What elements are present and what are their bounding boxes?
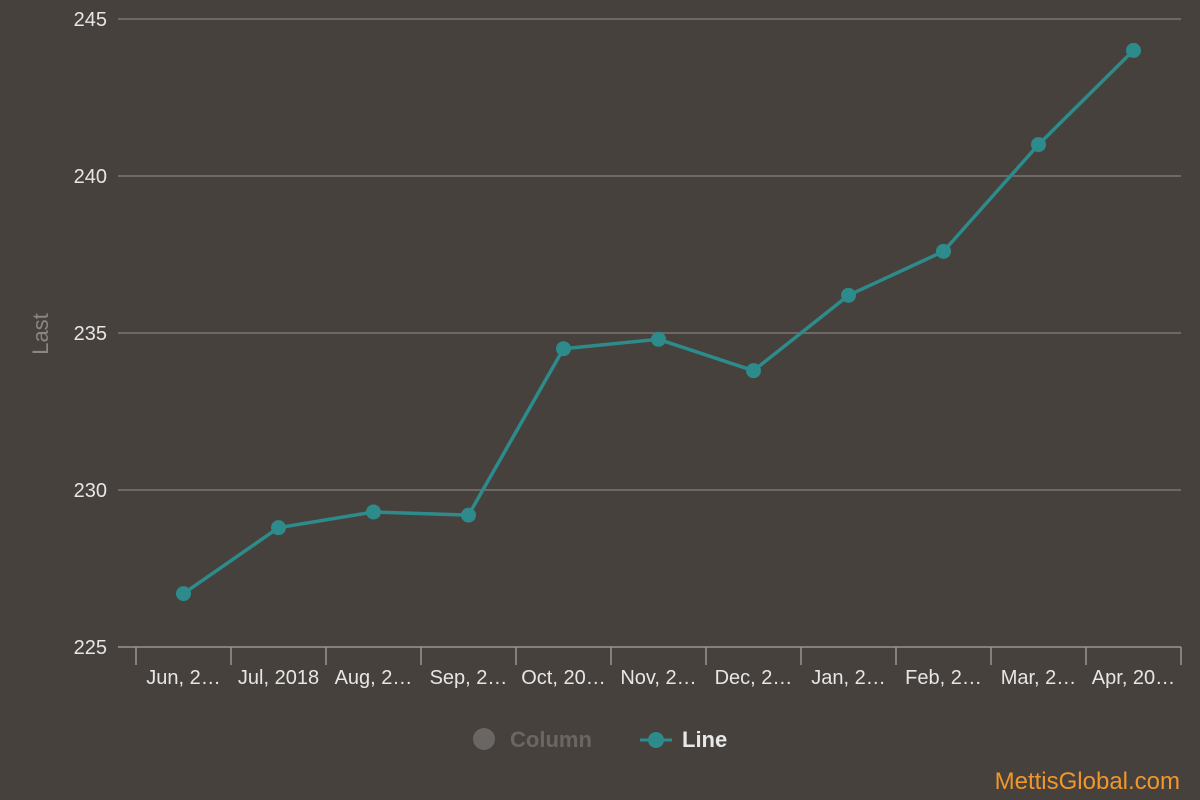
- x-axis: Jun, 2… Jul, 2018 Aug, 2… Sep, 2… Oct, 20… No…: [118, 646, 1182, 689]
- x-tick-label: Apr, 20…: [1092, 667, 1175, 689]
- data-point[interactable]: [841, 287, 856, 303]
- data-point[interactable]: [1126, 42, 1141, 58]
- x-tick-label: Oct, 20…: [521, 667, 605, 689]
- legend-column-label: Column: [510, 727, 592, 752]
- data-point[interactable]: [1031, 137, 1046, 153]
- y-axis-ticks: 225 230 235 240 245: [74, 9, 107, 659]
- credit-link[interactable]: MettisGlobal.com: [995, 768, 1180, 795]
- legend-line-label: Line: [682, 727, 727, 752]
- x-tick-label: Dec, 2…: [715, 667, 793, 689]
- legend-item-column[interactable]: Column: [473, 727, 592, 752]
- x-tick-label: Sep, 2…: [430, 667, 508, 689]
- series-line[interactable]: [176, 42, 1141, 602]
- y-tick-label: 225: [74, 637, 107, 659]
- x-tick-label: Aug, 2…: [335, 667, 413, 689]
- y-tick-label: 245: [74, 9, 107, 31]
- x-tick-label: Jul, 2018: [238, 667, 319, 689]
- series-line-path: [181, 48, 1136, 596]
- x-tick-label: Feb, 2…: [905, 667, 982, 689]
- data-point[interactable]: [651, 331, 666, 347]
- data-point[interactable]: [746, 363, 761, 379]
- data-point[interactable]: [936, 243, 951, 259]
- x-tick-label: Jun, 2…: [146, 667, 220, 689]
- data-point[interactable]: [176, 586, 191, 602]
- legend-line-marker: [648, 732, 664, 748]
- data-point[interactable]: [461, 507, 476, 523]
- grid-lines: [118, 18, 1181, 491]
- x-tick-label: Jan, 2…: [811, 667, 885, 689]
- data-point[interactable]: [271, 520, 286, 536]
- y-axis-label: Last: [28, 313, 53, 355]
- data-point[interactable]: [366, 504, 381, 520]
- y-tick-label: 240: [74, 166, 107, 188]
- legend-item-line[interactable]: Line: [640, 727, 727, 752]
- y-tick-label: 230: [74, 480, 107, 502]
- x-tick-label: Nov, 2…: [620, 667, 696, 689]
- x-tick-label: Mar, 2…: [1001, 667, 1077, 689]
- legend: Column Line: [473, 727, 727, 752]
- legend-column-marker: [473, 728, 495, 750]
- data-point[interactable]: [556, 341, 571, 357]
- y-tick-label: 235: [74, 323, 107, 345]
